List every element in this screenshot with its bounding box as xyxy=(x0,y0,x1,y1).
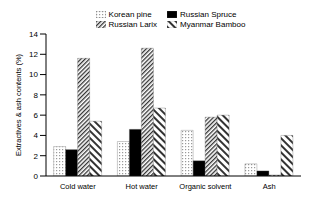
svg-text:Ash: Ash xyxy=(263,182,276,191)
svg-text:14: 14 xyxy=(29,30,38,39)
svg-text:10: 10 xyxy=(29,70,38,79)
html-text:Korean pine: Korean pine xyxy=(108,10,152,19)
html-text:Russian Spruce: Russian Spruce xyxy=(180,10,237,19)
svg-text:6: 6 xyxy=(34,111,39,120)
html-text:Russian Larix: Russian Larix xyxy=(108,20,157,29)
html-text:Myanmar Bamboo: Myanmar Bamboo xyxy=(180,20,246,29)
svg-text:2: 2 xyxy=(34,152,39,161)
svg-text:12: 12 xyxy=(29,50,38,59)
svg-text:4: 4 xyxy=(34,131,39,140)
svg-text:8: 8 xyxy=(34,91,39,100)
svg-text:Cold water: Cold water xyxy=(60,182,96,191)
svg-text:Extractives & ash contents (%): Extractives & ash contents (%) xyxy=(14,53,23,156)
svg-text:Organic solvent: Organic solvent xyxy=(179,182,232,191)
svg-text:0: 0 xyxy=(34,172,39,181)
svg-text:Hot water: Hot water xyxy=(126,182,159,191)
